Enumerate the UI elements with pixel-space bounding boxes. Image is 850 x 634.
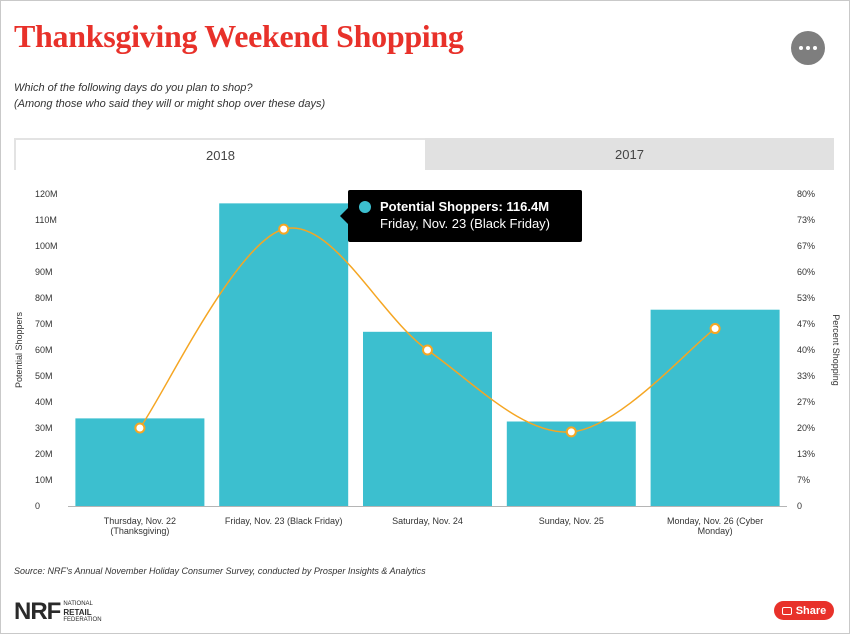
logo-mark: NRF [14,598,61,625]
right-axis-tick: 7% [797,475,810,485]
left-axis-tick: 100M [35,241,58,251]
share-icon [781,606,792,615]
year-tabs: 2018 2017 [14,138,834,170]
left-axis-tick: 110M [35,215,57,225]
more-horizontal-icon [799,46,803,50]
page-title: Thanksgiving Weekend Shopping [14,18,464,54]
tooltip-category: Friday, Nov. 23 (Black Friday) [380,216,551,231]
line-point [278,223,290,235]
chart-tooltip: Potential Shoppers: 116.4M Friday, Nov. … [340,190,582,242]
left-axis-tick: 120M [35,189,58,199]
right-axis-tick: 53% [797,293,815,303]
more-horizontal-icon-dot [813,46,817,50]
combo-chart: 0 10M 20M 30M 40M 50M 60M 70M 80M 90M 100M 110M 120M… [14,189,841,536]
right-axis-tick: 20% [797,423,815,433]
logo-words: NATIONAL RETAIL FEDERATION [63,601,101,624]
right-axis-tick: 80% [797,189,815,199]
left-axis-tick: 90M [35,267,53,277]
x-axis-tick-label: Monday) [698,526,733,536]
subtitle-question: Which of the following days do you plan … [14,82,253,94]
line-point [565,426,577,438]
left-axis-tick: 60M [35,345,53,355]
x-axis-tick-label: Sunday, Nov. 25 [539,516,604,526]
left-axis-tick: 20M [35,449,53,459]
left-axis-title: Potential Shoppers [14,311,24,388]
share-label: Share [795,604,827,617]
source-note: Source: NRF's Annual November Holiday Co… [14,566,426,576]
x-axis-tick-label: Saturday, Nov. 24 [392,516,463,526]
left-axis-tick: 70M [35,319,53,329]
tab-2018[interactable]: 2018 [14,138,425,170]
left-axis-tick: 30M [35,423,53,433]
bar [363,331,492,506]
percent-shopping-line [139,227,716,433]
left-axis-tick: 10M [35,475,53,485]
x-axis-tick-label: Thursday, Nov. 22 [104,516,176,526]
logo-word-national: NATIONAL [63,600,93,607]
nrf-logo: NRF NATIONAL RETAIL FEDERATION [14,600,102,624]
subtitle-note: (Among those who said they will or might… [14,98,326,110]
logo-word-federation: FEDERATION [63,616,102,623]
more-horizontal-icon-dot [806,46,810,50]
x-axis-tick-label: Friday, Nov. 23 (Black Friday) [225,516,343,526]
left-axis-tick: 0 [35,501,40,511]
right-axis-tick: 60% [797,267,815,277]
right-axis-tick: 27% [797,397,815,407]
right-axis-tick: 0 [797,501,802,511]
right-axis-tick: 47% [797,319,815,329]
left-axis-tick: 50M [35,371,53,381]
share-button[interactable]: Share [774,601,834,620]
line-point [134,422,146,434]
tooltip-series-value: Potential Shoppers: 116.4M [380,199,550,214]
right-axis-tick: 73% [797,215,815,225]
line-point [709,323,721,335]
line-point [422,344,433,356]
bar [650,309,780,506]
bar [219,203,349,507]
right-axis-tick: 33% [797,371,815,381]
right-axis-title: Percent Shopping [831,314,841,386]
logo-word-retail: RETAIL [63,607,92,617]
x-axis-tick-label: Monday, Nov. 26 (Cyber [667,516,763,526]
right-axis-tick: 13% [797,449,815,459]
right-axis-tick: 67% [797,241,815,251]
right-axis-tick: 40% [797,345,815,355]
more-options-button[interactable] [791,31,825,65]
x-axis-tick-label: (Thanksgiving) [110,526,169,536]
left-axis-tick: 80M [35,293,53,303]
tooltip-swatch [359,201,371,213]
tab-2017[interactable]: 2017 [425,138,834,170]
left-axis-tick: 40M [35,397,53,407]
